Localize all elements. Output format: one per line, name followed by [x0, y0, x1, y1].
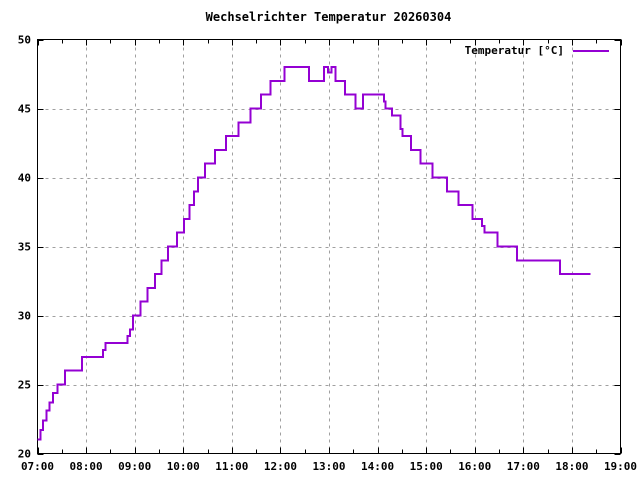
plot-border — [37, 39, 621, 454]
x-tick-label: 10:00 — [167, 460, 200, 473]
x-tick-label: 07:00 — [21, 460, 54, 473]
x-tick-label: 15:00 — [410, 460, 443, 473]
y-tick-label: 25 — [18, 379, 31, 392]
legend-label: Temperatur [°C] — [464, 44, 564, 57]
legend: Temperatur [°C] — [465, 44, 609, 57]
y-tick-label: 45 — [18, 103, 31, 116]
y-tick-label: 20 — [18, 448, 31, 461]
legend-line-sample — [573, 49, 609, 52]
y-tick-label: 35 — [18, 241, 31, 254]
x-tick-label: 09:00 — [118, 460, 151, 473]
x-tick-label: 18:00 — [555, 460, 588, 473]
x-tick-label: 14:00 — [361, 460, 394, 473]
chart-title: Wechselrichter Temperatur 20260304 — [205, 10, 452, 24]
x-tick-label: 11:00 — [215, 460, 248, 473]
x-tick-label: 13:00 — [312, 460, 345, 473]
y-tick-label: 50 — [18, 34, 31, 47]
x-tick-label: 08:00 — [70, 460, 103, 473]
x-tick-label: 12:00 — [264, 460, 297, 473]
y-tick-label: 40 — [18, 172, 31, 185]
x-tick-label: 19:00 — [604, 460, 637, 473]
x-tick-label: 16:00 — [458, 460, 491, 473]
x-tick-label: 17:00 — [507, 460, 540, 473]
y-tick-label: 30 — [18, 310, 31, 323]
temperature-line — [37, 66, 591, 441]
